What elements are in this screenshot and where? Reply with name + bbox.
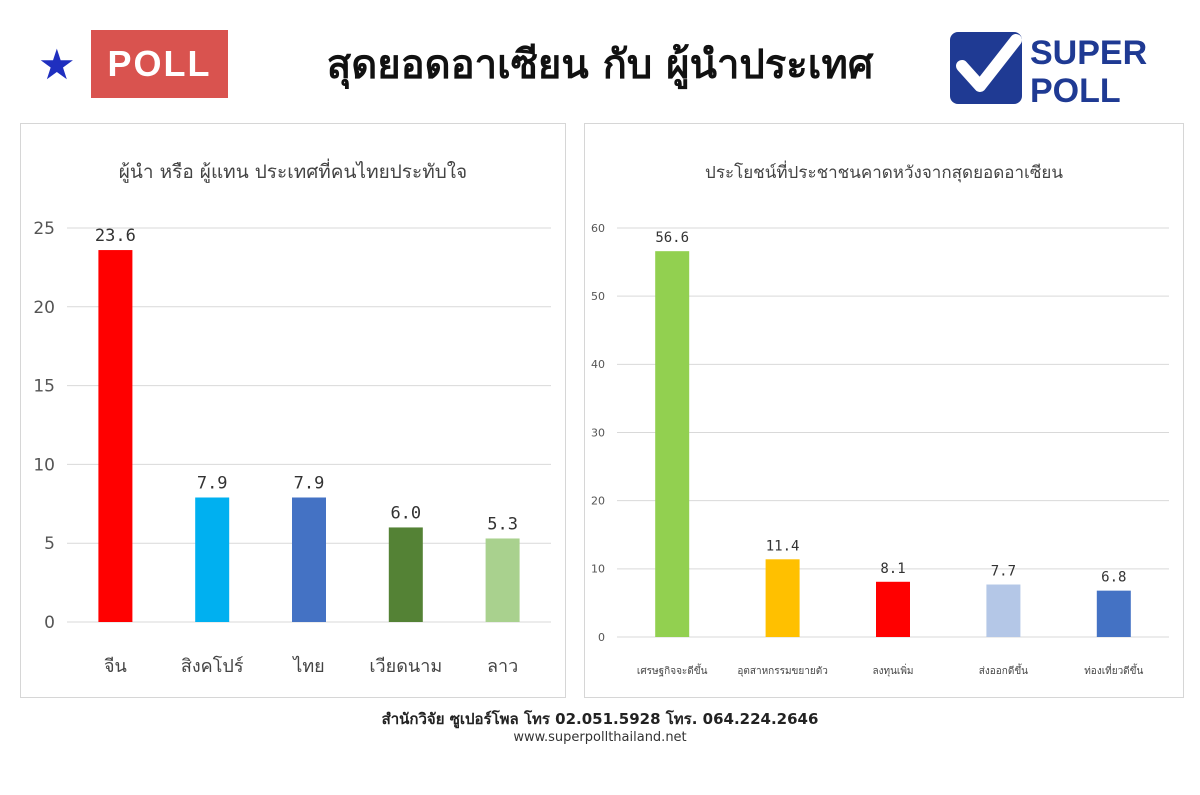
y-tick-label: 20 bbox=[33, 298, 55, 318]
data-label: 56.6 bbox=[655, 230, 689, 246]
chart-title: ผู้นำ หรือ ผู้แทน ประเทศที่คนไทยประทับใจ bbox=[119, 158, 467, 183]
y-tick-label: 0 bbox=[44, 613, 55, 633]
logo-line2: POLL bbox=[1030, 72, 1121, 108]
y-tick-label: 30 bbox=[591, 426, 605, 439]
y-tick-label: 15 bbox=[33, 377, 55, 397]
y-tick-label: 10 bbox=[591, 563, 605, 576]
logo-line1: SUPER bbox=[1030, 34, 1147, 72]
footer-contact: สำนักวิจัย ซูเปอร์โพล โทร 02.051.5928 โท… bbox=[381, 710, 819, 728]
header: ★ POLL สุดยอดอาเซียน กับ ผู้นำประเทศ SUP… bbox=[0, 0, 1200, 115]
bar bbox=[655, 251, 690, 637]
data-label: 6.8 bbox=[1101, 570, 1126, 586]
data-label: 7.7 bbox=[991, 564, 1016, 580]
data-label: 6.0 bbox=[390, 503, 421, 523]
y-tick-label: 25 bbox=[33, 219, 55, 239]
y-tick-label: 10 bbox=[33, 455, 55, 475]
bar bbox=[292, 497, 326, 622]
chart-leaders: ผู้นำ หรือ ผู้แทน ประเทศที่คนไทยประทับใจ… bbox=[33, 158, 551, 677]
bar bbox=[195, 497, 230, 622]
bar bbox=[876, 581, 910, 637]
x-tick-label: เวียดนาม bbox=[369, 656, 442, 677]
y-tick-label: 5 bbox=[44, 534, 55, 554]
data-label: 5.3 bbox=[487, 514, 518, 534]
poll-badge: POLL bbox=[91, 30, 228, 98]
data-label: 7.9 bbox=[294, 473, 325, 493]
x-tick-label: ลาว bbox=[487, 656, 518, 677]
page-title: สุดยอดอาเซียน กับ ผู้นำประเทศ bbox=[326, 42, 874, 88]
x-tick-label: จีน bbox=[104, 656, 127, 677]
x-tick-label: ลงทุนเพิ่ม bbox=[872, 663, 913, 677]
y-tick-label: 0 bbox=[598, 631, 605, 644]
bar bbox=[765, 559, 800, 637]
x-tick-label: เศรษฐกิจจะดีขึ้น bbox=[637, 663, 708, 677]
y-tick-label: 60 bbox=[591, 222, 605, 235]
check-icon bbox=[956, 34, 1022, 92]
y-tick-label: 20 bbox=[591, 495, 605, 508]
chart-panel-left: ผู้นำ หรือ ผู้แทน ประเทศที่คนไทยประทับใจ… bbox=[20, 123, 566, 698]
star-icon: ★ bbox=[38, 40, 76, 89]
y-tick-label: 50 bbox=[591, 290, 605, 303]
x-tick-label: ส่งออกดีขึ้น bbox=[979, 663, 1028, 677]
super-poll-logo: SUPER POLL bbox=[950, 32, 1147, 108]
bar bbox=[986, 584, 1021, 637]
x-tick-label: ไทย bbox=[291, 655, 324, 677]
bar bbox=[98, 250, 133, 622]
x-tick-label: อุตสาหกรรมขยายตัว bbox=[737, 666, 827, 677]
chart-benefits: ประโยชน์ที่ประชาชนคาดหวังจากสุดยอดอาเซีย… bbox=[591, 160, 1169, 677]
bar bbox=[485, 538, 520, 622]
x-tick-label: ท่องเที่ยวดีขึ้น bbox=[1084, 663, 1143, 677]
data-label: 8.1 bbox=[880, 561, 905, 577]
data-label: 23.6 bbox=[95, 226, 136, 246]
y-tick-label: 40 bbox=[591, 358, 605, 371]
data-label: 7.9 bbox=[197, 473, 228, 493]
bar bbox=[1096, 590, 1131, 637]
chart-title: ประโยชน์ที่ประชาชนคาดหวังจากสุดยอดอาเซีย… bbox=[705, 160, 1063, 183]
footer-website: www.superpollthailand.net bbox=[513, 730, 687, 745]
x-tick-label: สิงคโปร์ bbox=[181, 655, 244, 677]
bar bbox=[388, 527, 423, 622]
data-label: 11.4 bbox=[766, 538, 800, 554]
chart-panel-right: ประโยชน์ที่ประชาชนคาดหวังจากสุดยอดอาเซีย… bbox=[584, 123, 1184, 698]
